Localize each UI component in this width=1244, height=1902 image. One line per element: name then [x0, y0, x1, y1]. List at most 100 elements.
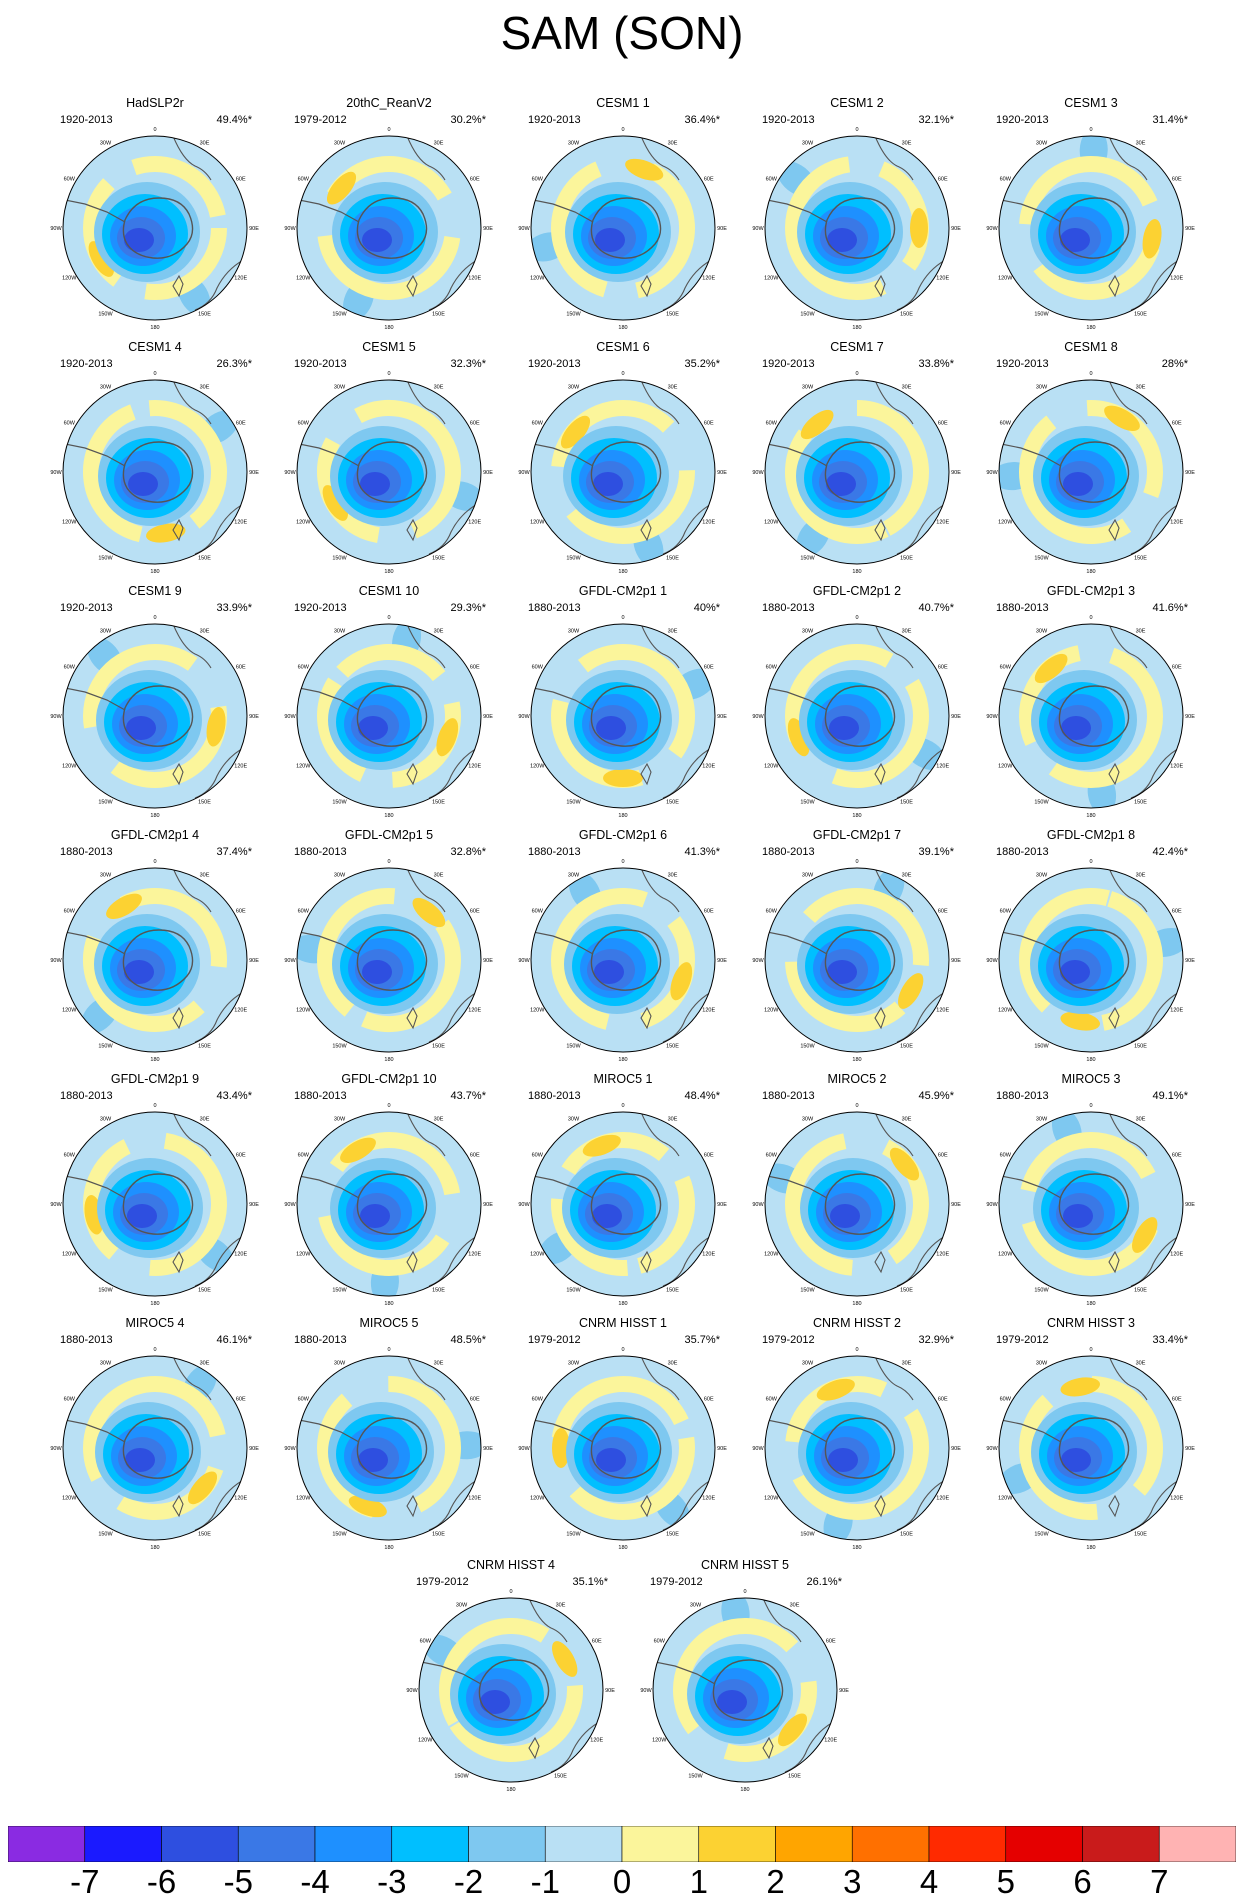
longitude-label: 0	[387, 127, 390, 133]
panel-variance-explained: 46.1%*	[216, 1334, 252, 1346]
longitude-label: 60E	[236, 177, 246, 183]
longitude-label: 0	[1089, 127, 1092, 133]
negative-anomaly-contour	[717, 1690, 747, 1714]
panel-title: GFDL-CM2p1 5	[344, 828, 434, 842]
longitude-label: 120W	[530, 1496, 545, 1502]
longitude-label: 90W	[284, 1202, 296, 1208]
map-boundary	[296, 135, 482, 321]
longitude-label: 150E	[666, 1288, 679, 1294]
longitude-label: 60E	[1172, 177, 1182, 183]
longitude-label: 60W	[1000, 421, 1012, 427]
panel-title: CNRM HISST 4	[467, 1558, 555, 1572]
map-boundary	[62, 867, 248, 1053]
africa-coastline	[172, 380, 212, 425]
longitude-label: 0	[855, 615, 858, 621]
negative-anomaly-contour	[128, 472, 158, 496]
panel-variance-explained: 33.4%*	[1152, 1334, 1188, 1346]
longitude-label: 0	[509, 1589, 512, 1595]
antarctica-coastline	[1058, 441, 1130, 503]
longitude-label: 30E	[902, 628, 912, 634]
longitude-label: 0	[1089, 1103, 1092, 1109]
africa-coastline	[1108, 380, 1148, 425]
polar-map: 0 30E 60E 90E 120E 150E 180 150W 120W 90W 60W 30W	[284, 615, 493, 819]
longitude-label: 120W	[998, 1252, 1013, 1258]
map-boundary	[998, 1355, 1184, 1541]
longitude-label: 90W	[50, 714, 62, 720]
longitude-label: 180	[1086, 1545, 1095, 1551]
map-boundary	[764, 1111, 950, 1297]
map-boundary	[296, 379, 482, 565]
longitude-label: 60W	[298, 177, 310, 183]
colorbar-tick-label: 6	[1073, 1863, 1092, 1900]
africa-coastline	[172, 868, 212, 913]
africa-coastline	[640, 868, 680, 913]
longitude-label: 60E	[236, 909, 246, 915]
panel-variance-explained: 32.9%*	[918, 1334, 954, 1346]
longitude-label: 0	[855, 1103, 858, 1109]
longitude-label: 60W	[1000, 177, 1012, 183]
africa-coastline	[406, 1356, 446, 1401]
map-boundary	[296, 1355, 482, 1541]
positive-anomaly-core	[1034, 653, 1068, 684]
longitude-label: 150W	[332, 1288, 347, 1294]
longitude-label: 150W	[332, 1044, 347, 1050]
australia-coastline	[1108, 989, 1183, 1043]
longitude-label: 60W	[64, 909, 76, 915]
positive-anomaly-core	[898, 973, 924, 1009]
positive-anomaly-ring	[551, 156, 695, 300]
australia-coastline	[874, 501, 949, 555]
map-panel: 20thC_ReanV2 1979-2012 30.2%* 0 30E 60E 90E 120…	[274, 96, 504, 336]
longitude-label: 60W	[532, 665, 544, 671]
panel-variance-explained: 26.1%*	[806, 1576, 842, 1588]
panel-period: 1920-2013	[762, 358, 815, 370]
negative-anomaly-contour	[1063, 1204, 1093, 1228]
panel-title: CNRM HISST 5	[701, 1558, 789, 1572]
longitude-label: 120E	[1170, 1008, 1183, 1014]
longitude-label: 90W	[518, 226, 530, 232]
longitude-label: 180	[618, 1057, 627, 1063]
longitude-label: 30W	[456, 1602, 468, 1608]
polar-map: 0 30E 60E 90E 120E 150E 180 150W 120W 90W 60W 30W	[986, 615, 1195, 819]
longitude-label: 60E	[470, 421, 480, 427]
panel-period: 1920-2013	[528, 114, 581, 126]
panel-title: GFDL-CM2p1 7	[812, 828, 902, 842]
map-panel: MIROC5 3 1880-2013 49.1%* 0 30E 60E 90E 120E 150…	[976, 1072, 1206, 1312]
longitude-label: 0	[1089, 615, 1092, 621]
longitude-label: 30E	[434, 140, 444, 146]
map-panel: CESM1 3 1920-2013 31.4%* 0 30E 60E 90E 120E 150E…	[976, 96, 1206, 336]
longitude-label: 90E	[717, 470, 727, 476]
map-boundary	[296, 867, 482, 1053]
longitude-label: 150W	[800, 1288, 815, 1294]
colorbar-tick-label: 4	[919, 1863, 939, 1900]
africa-coastline	[640, 1356, 680, 1401]
longitude-label: 150E	[666, 1044, 679, 1050]
longitude-label: 120W	[62, 1496, 77, 1502]
polar-map: 0 30E 60E 90E 120E 150E 180 150W 120W 90W 60W 30W	[986, 1347, 1195, 1551]
panel-variance-explained: 41.6%*	[1152, 602, 1188, 614]
longitude-label: 150W	[800, 800, 815, 806]
longitude-label: 90E	[951, 1446, 961, 1452]
longitude-label: 120E	[1170, 1496, 1183, 1502]
longitude-label: 30W	[568, 1360, 580, 1366]
longitude-label: 90W	[752, 714, 764, 720]
australia-coastline	[874, 1477, 949, 1531]
longitude-label: 150W	[688, 1774, 703, 1780]
longitude-label: 120E	[702, 764, 715, 770]
longitude-label: 30W	[802, 872, 814, 878]
positive-anomaly-core	[187, 1471, 218, 1505]
longitude-label: 150E	[198, 1288, 211, 1294]
longitude-label: 60E	[236, 1397, 246, 1403]
map-boundary	[764, 135, 950, 321]
map-panel: CESM1 7 1920-2013 33.8%* 0 30E 60E 90E 120E 150E…	[742, 340, 972, 580]
longitude-label: 0	[621, 1103, 624, 1109]
panel-period: 1979-2012	[650, 1576, 703, 1588]
longitude-label: 90E	[717, 1446, 727, 1452]
panel-period: 1880-2013	[294, 1090, 347, 1102]
polar-map: 0 30E 60E 90E 120E 150E 180 150W 120W 90W 60W 30W	[986, 127, 1195, 331]
longitude-label: 120W	[530, 764, 545, 770]
longitude-label: 180	[384, 1301, 393, 1307]
polar-map: 0 30E 60E 90E 120E 150E 180 150W 120W 90W 60W 30W	[406, 1589, 615, 1793]
colorbar-tick-label: -5	[223, 1863, 253, 1900]
longitude-label: 60W	[298, 1397, 310, 1403]
longitude-label: 30W	[100, 384, 112, 390]
